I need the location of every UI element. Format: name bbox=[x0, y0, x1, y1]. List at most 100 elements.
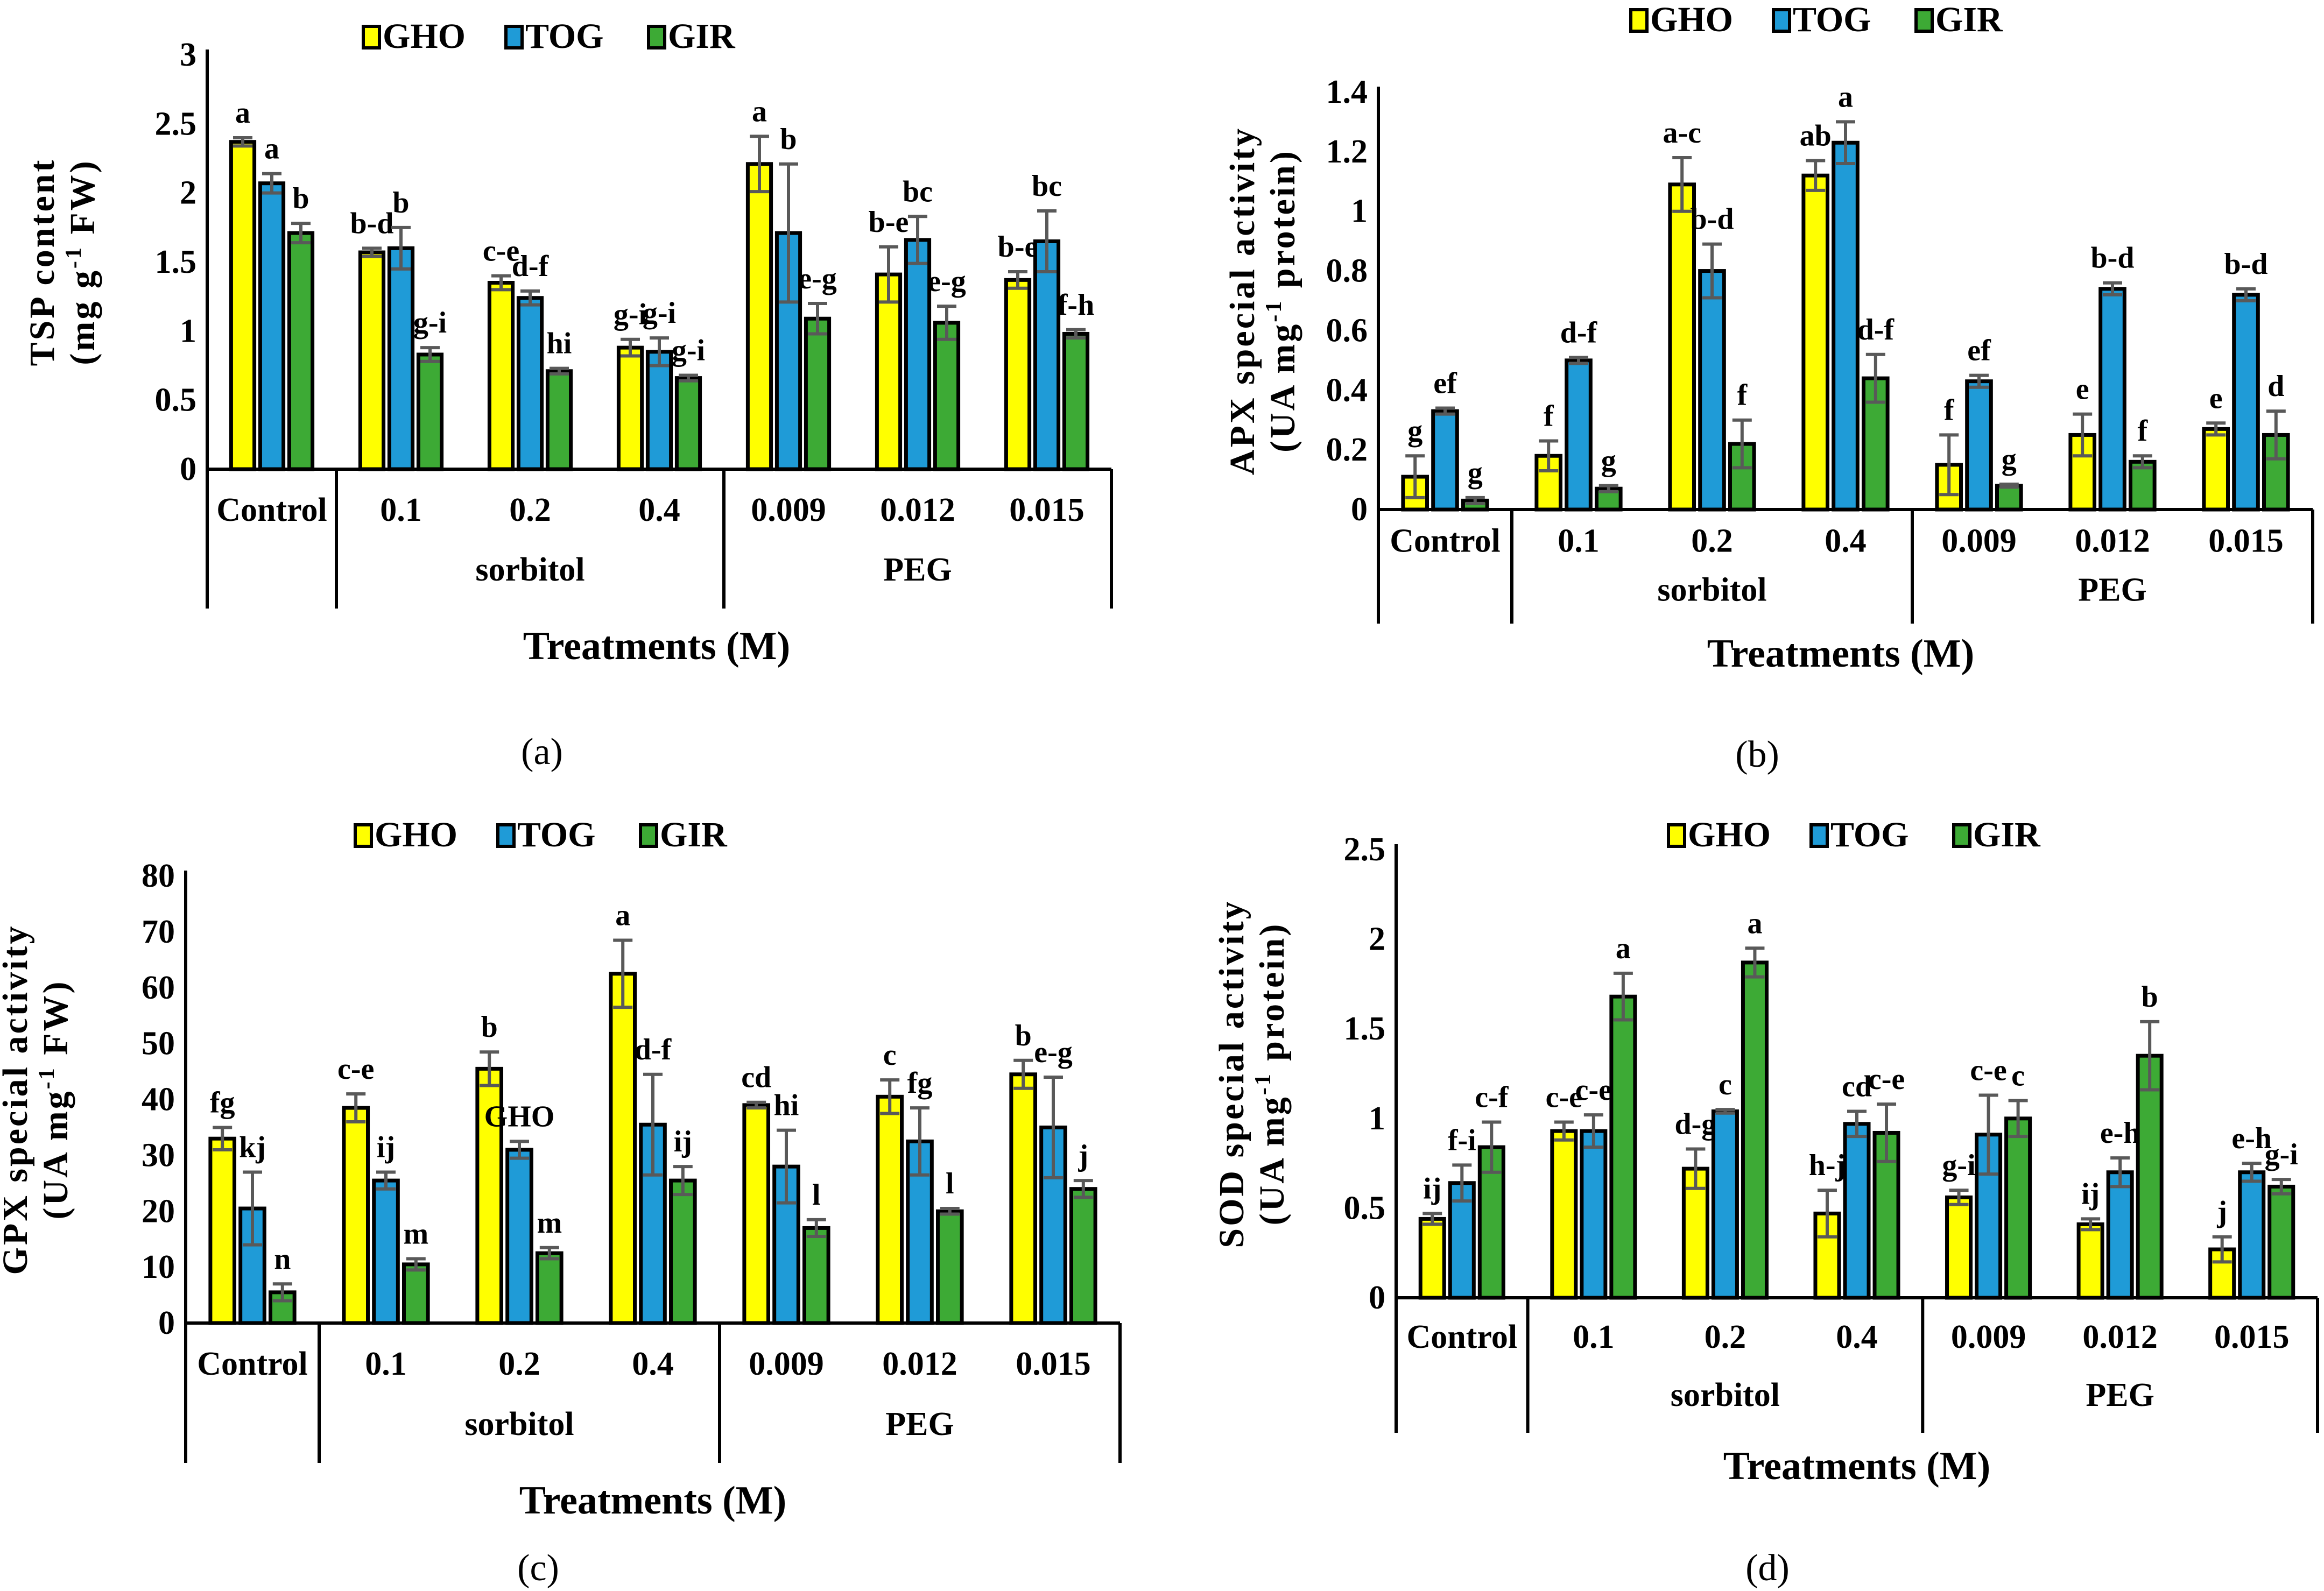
significance-letter: d-g bbox=[1675, 1107, 1717, 1141]
y-unit-superscript: -1 bbox=[34, 1066, 59, 1089]
significance-letter: a bbox=[615, 899, 630, 932]
series-gir: b g-i hi g-i e-g e-g f-h bbox=[287, 182, 1094, 471]
x-group-label: PEG bbox=[2078, 572, 2146, 609]
legend-swatch-gho bbox=[1667, 823, 1686, 848]
panel-label: (d) bbox=[1745, 1547, 1790, 1589]
y-unit-superscript: -1 bbox=[61, 245, 86, 268]
significance-letter: c-e bbox=[1868, 1063, 1905, 1096]
bar bbox=[904, 238, 932, 471]
significance-letter: fg bbox=[907, 1066, 933, 1100]
legend-swatch-gir bbox=[1914, 8, 1934, 33]
bar bbox=[1418, 1217, 1446, 1300]
y-unit-text: FW) bbox=[36, 980, 75, 1066]
significance-letter: c-f bbox=[1475, 1080, 1509, 1114]
y-axis-title: TSP content bbox=[23, 158, 62, 366]
y-axis: 0 0.5 1 1.5 2 2.5 3 bbox=[155, 37, 209, 609]
legend-label-gir: GIR bbox=[660, 815, 728, 854]
significance-letter: b-d bbox=[1691, 203, 1734, 236]
x-axis-title: Treatments (M) bbox=[1723, 1444, 1991, 1488]
bar bbox=[804, 316, 832, 471]
significance-letter: j bbox=[1078, 1139, 1088, 1172]
chart-panel-b: GHO TOG GIR 0 0.2 0.4 0.6 0.8 1 1.2 1.4 APX special… bbox=[1223, 0, 2314, 775]
legend-label-tog: TOG bbox=[1793, 0, 1871, 39]
bar bbox=[387, 246, 415, 471]
bar bbox=[1711, 1109, 1739, 1300]
bar bbox=[535, 1251, 564, 1325]
significance-letter: ij bbox=[674, 1125, 692, 1158]
significance-letter: f bbox=[2137, 414, 2148, 448]
series-gho: a b-d c-e g-i a b-e b-e bbox=[229, 95, 1038, 471]
x-group-label: sorbitol bbox=[1671, 1377, 1780, 1413]
significance-letter: cd bbox=[1842, 1070, 1872, 1103]
significance-letter: c-e bbox=[483, 235, 519, 268]
legend-label-gho: GHO bbox=[1688, 815, 1771, 854]
bar bbox=[505, 1148, 533, 1325]
significance-letter: b-d bbox=[350, 207, 394, 240]
significance-letter: ij bbox=[1423, 1172, 1441, 1205]
bar bbox=[616, 345, 644, 471]
bar bbox=[287, 231, 315, 471]
x-tick-label: 0.015 bbox=[1009, 492, 1084, 528]
significance-letter: ef bbox=[1433, 367, 1457, 400]
x-group-label: PEG bbox=[883, 551, 952, 588]
legend: GHO TOG GIR bbox=[354, 815, 728, 854]
x-group-label: sorbitol bbox=[1657, 572, 1766, 609]
legend-swatch-tog bbox=[504, 25, 524, 50]
y-axis: 0 10 20 30 40 50 60 70 80 bbox=[142, 858, 187, 1463]
significance-letter: c-e bbox=[1575, 1073, 1612, 1107]
significance-letter: hi bbox=[774, 1089, 799, 1122]
bar bbox=[342, 1106, 370, 1325]
significance-letter: m bbox=[537, 1206, 562, 1240]
series-tog: f-ic-e c cd c-ee-h e-h bbox=[1448, 1053, 2272, 1300]
significance-letter: a-c bbox=[1663, 116, 1701, 150]
legend-label-gho: GHO bbox=[1650, 0, 1733, 39]
significance-letter: g-i bbox=[413, 306, 447, 340]
series-gho: ij c-e d-g h-j g-i ij j bbox=[1418, 1080, 2236, 1300]
significance-letter: e-g bbox=[1034, 1036, 1073, 1069]
y-axis-unit: (UA mg-1 protein) bbox=[1251, 922, 1292, 1226]
significance-letter: e-g bbox=[927, 265, 966, 298]
bar bbox=[745, 162, 773, 471]
significance-letter: e bbox=[2076, 373, 2089, 406]
y-axis-title: GPX special activity bbox=[0, 924, 35, 1275]
bar bbox=[876, 1094, 904, 1325]
bar bbox=[416, 352, 444, 471]
y-axis-unit: (UA mg-1 FW) bbox=[34, 980, 75, 1220]
significance-letter: a bbox=[752, 95, 767, 128]
significance-letter: l bbox=[946, 1167, 954, 1200]
y-tick-label: 2.5 bbox=[1344, 831, 1386, 868]
bar bbox=[372, 1178, 400, 1325]
significance-letter: a bbox=[1747, 907, 1762, 940]
y-unit-text: (UA mg bbox=[1252, 1095, 1292, 1225]
y-tick-label: 1.5 bbox=[1344, 1010, 1386, 1047]
significance-letter: a bbox=[235, 96, 250, 130]
y-axis-title: APX special activity bbox=[1223, 126, 1262, 475]
significance-letter: ij bbox=[377, 1131, 395, 1164]
chart-panel-a: GHO TOG GIR 0 0.5 1 1.5 2 2.5 3 TSP content (mg g-1… bbox=[23, 17, 1113, 773]
bar bbox=[933, 321, 961, 471]
significance-letter: g bbox=[1601, 444, 1616, 478]
bar bbox=[1431, 409, 1459, 512]
legend-label-tog: TOG bbox=[525, 17, 604, 56]
y-tick-label: 0.5 bbox=[1344, 1190, 1386, 1226]
x-tick-label: 0.012 bbox=[882, 1346, 957, 1382]
significance-letter: c bbox=[2011, 1059, 2025, 1092]
significance-letter: g-i bbox=[1942, 1149, 1975, 1182]
y-tick-label: 1.4 bbox=[1326, 74, 1368, 110]
significance-letter: b bbox=[292, 182, 309, 215]
x-tick-label: 0.4 bbox=[632, 1346, 674, 1382]
bar bbox=[1004, 278, 1032, 471]
bar bbox=[1062, 331, 1090, 471]
y-tick-label: 1.5 bbox=[155, 244, 197, 280]
significance-letter: n bbox=[274, 1242, 291, 1276]
bar bbox=[609, 972, 637, 1325]
bar bbox=[2267, 1184, 2295, 1300]
significance-letter: d-f bbox=[1560, 316, 1598, 349]
y-axis: 0 0.5 1 1.5 2 2.5 bbox=[1344, 831, 1398, 1433]
significance-letter: b bbox=[392, 186, 409, 220]
x-tick-label: 0.009 bbox=[749, 1346, 824, 1382]
x-tick-label: 0.2 bbox=[1691, 522, 1733, 559]
x-tick-label: 0.1 bbox=[1558, 522, 1600, 559]
x-tick-label: 0.012 bbox=[2082, 1319, 2158, 1355]
